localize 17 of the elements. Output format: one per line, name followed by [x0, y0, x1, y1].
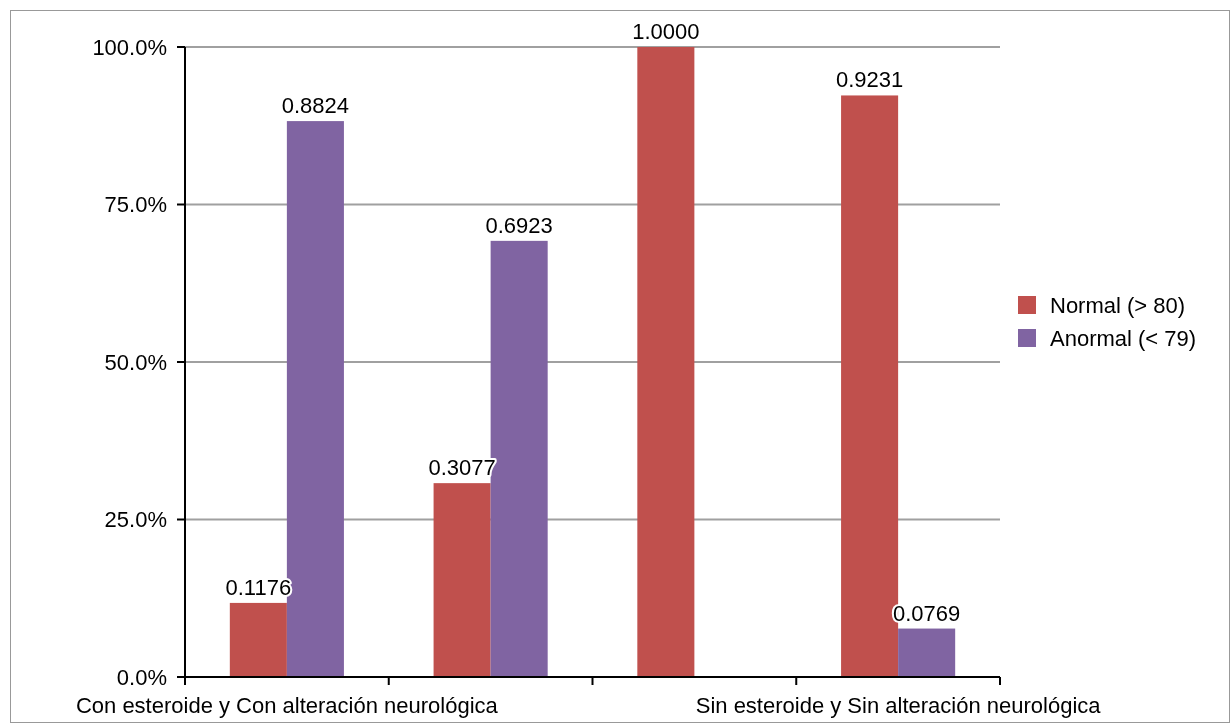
y-tick-label: 100.0%	[92, 34, 167, 60]
y-tick-label: 50.0%	[104, 349, 167, 375]
y-tick-label: 0.0%	[116, 664, 167, 690]
legend-label: Normal (> 80)	[1050, 292, 1186, 318]
bar	[637, 47, 695, 677]
y-tick-label: 75.0%	[104, 192, 167, 218]
data-label: 0.8824	[281, 93, 350, 119]
data-label: 1.0000	[632, 19, 700, 44]
y-tick-label: 25.0%	[104, 507, 167, 533]
x-tick-label: Con esteroide y Con alteración neurológica	[75, 693, 499, 718]
bar	[229, 602, 287, 677]
data-label: 0.6923	[485, 212, 553, 238]
x-tick-label: Sin esteroide y Sin alteración neurológica	[695, 693, 1102, 718]
data-label: 0.9231	[835, 67, 904, 93]
bar	[898, 628, 956, 677]
bar	[433, 483, 491, 677]
legend-label: Anormal (< 79)	[1050, 325, 1197, 351]
